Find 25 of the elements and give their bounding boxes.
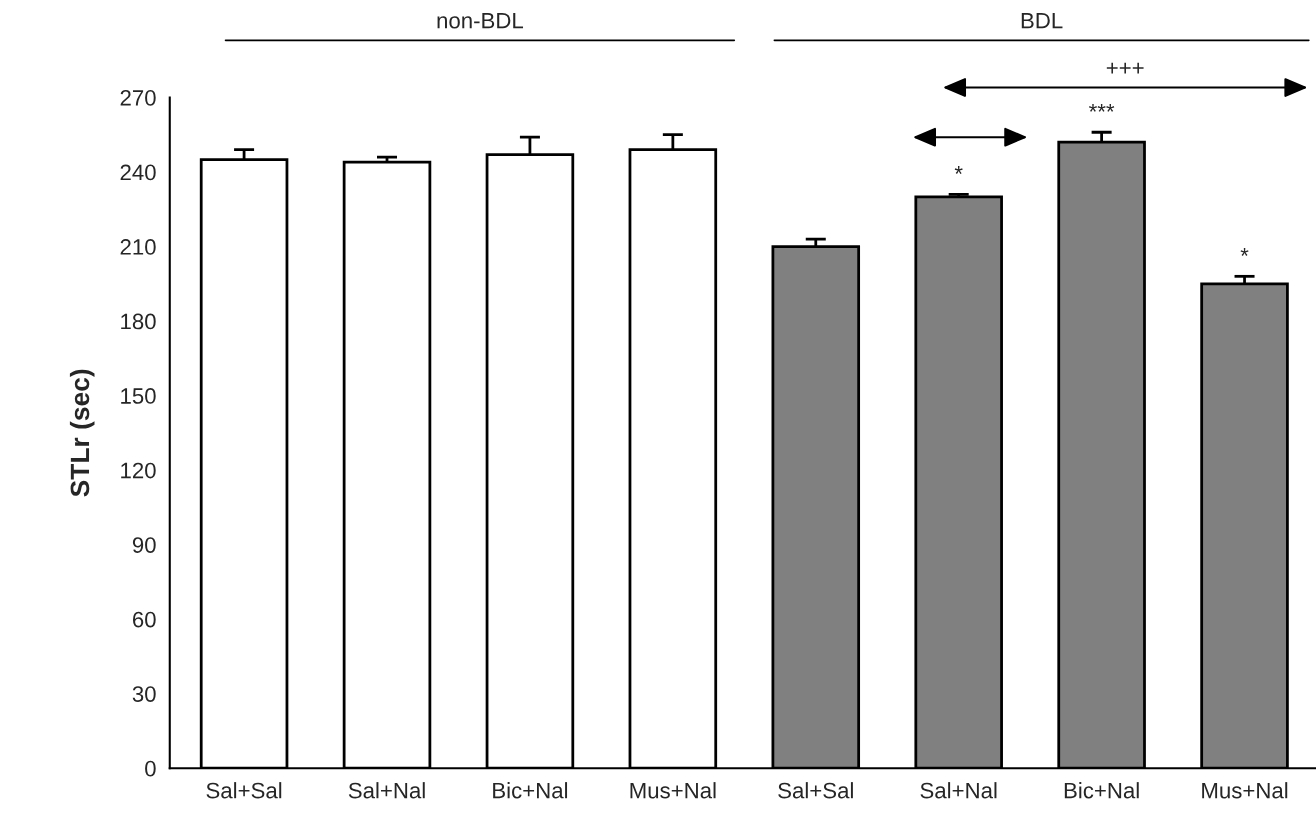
- x-tick-label: Sal+Sal: [778, 782, 853, 799]
- text: +++: [1106, 62, 1144, 74]
- x-tick-label: Bic+Nal: [493, 782, 568, 799]
- x-tick-label: Sal+Sal: [206, 782, 282, 799]
- x-tick-label: Bic+Nal: [1064, 782, 1139, 799]
- y-axis-title: STLr (sec): [69, 369, 95, 497]
- y-tick-label: 0: [145, 760, 156, 777]
- x-tick-label: Mus+Nal: [630, 782, 716, 799]
- y-tick-label: 90: [132, 537, 156, 553]
- x-tick-label: Sal+Nal: [348, 782, 425, 799]
- y-tick-label: 30: [132, 686, 156, 702]
- data-label: ***: [1089, 104, 1115, 112]
- y-tick-label: 180: [121, 313, 156, 330]
- y-tick-label: 270: [120, 90, 156, 106]
- y-tick-label: 240: [120, 164, 156, 181]
- y-tick-label: 210: [120, 239, 156, 255]
- data-label: *: [1240, 248, 1249, 256]
- data-label: *: [954, 166, 963, 174]
- y-tick-label: 60: [132, 611, 156, 628]
- text: BDL: [1021, 12, 1063, 29]
- x-tick-label: Mus+Nal: [1202, 782, 1288, 799]
- y-tick-label: 150: [121, 388, 156, 404]
- y-tick-label: 120: [121, 462, 156, 479]
- text: non-BDL: [437, 12, 524, 29]
- x-tick-label: Sal+Nal: [920, 782, 997, 799]
